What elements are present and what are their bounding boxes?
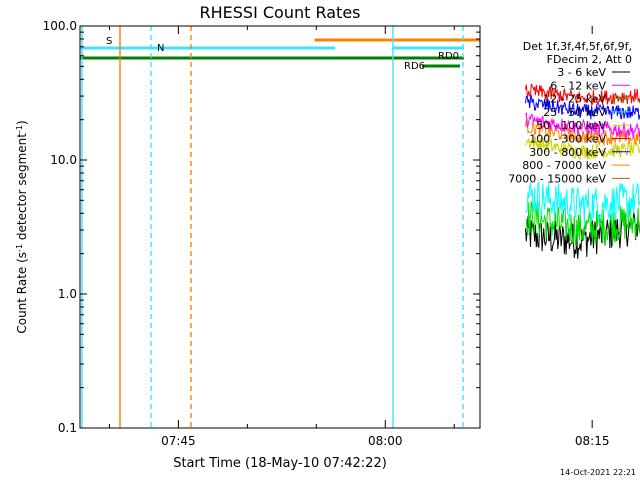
- series-line-5: [525, 83, 640, 107]
- legend-header-line1: Det 1f,3f,4f,5f,6f,9f,: [523, 40, 632, 53]
- axes: 100.010.01.00.107:4508:0008:1508:3008:45…: [43, 19, 610, 448]
- legend-entry-label: 100 - 300 keV: [529, 133, 606, 146]
- series-line-6: [525, 94, 640, 120]
- legend-entry-label: 6 - 12 keV: [550, 79, 606, 92]
- legend: Det 1f,3f,4f,5f,6f,9f,FDecim 2, Att 03 -…: [508, 40, 632, 185]
- y-tick-label: 0.1: [58, 421, 77, 435]
- legend-entry-label: 50 - 100 keV: [536, 119, 606, 132]
- y-axis-label-sup2: -1: [15, 125, 24, 133]
- footer-timestamp: 14-Oct-2021 22:21: [560, 468, 636, 477]
- y-axis-label: Count Rate (s-1 detector segment-1): [15, 120, 30, 333]
- legend-header-line2: FDecim 2, Att 0: [547, 53, 632, 66]
- legend-entry-label: 3 - 6 keV: [557, 66, 606, 79]
- y-tick-label: 100.0: [43, 19, 77, 33]
- event-label-s: S: [106, 36, 112, 47]
- y-tick-label: 1.0: [58, 287, 77, 301]
- event-label-rd6: RD6: [404, 61, 425, 72]
- y-axis-label-pre: Count Rate (s: [15, 252, 29, 334]
- y-tick-label: 10.0: [50, 153, 77, 167]
- series-line-0: [525, 210, 640, 259]
- x-tick-label: 07:45: [161, 434, 196, 448]
- series-line-3: [525, 181, 640, 223]
- legend-entry-label: 12 - 25 keV: [543, 93, 606, 106]
- series-line-1: [525, 112, 640, 139]
- plot-frame: [79, 25, 481, 429]
- legend-entry-label: 25 - 50 keV: [543, 106, 606, 119]
- series-line-4: [525, 136, 640, 160]
- x-tick-label: 08:00: [368, 434, 403, 448]
- legend-entry-label: 300 - 800 keV: [529, 146, 606, 159]
- plot-area: S N RD0 RD6: [80, 26, 640, 428]
- series-line-7: [525, 118, 640, 147]
- y-axis-label-sup: -1: [15, 244, 24, 252]
- y-axis-label-mid: detector segment: [15, 133, 29, 244]
- legend-entry-label: 800 - 7000 keV: [522, 159, 606, 172]
- chart-title: RHESSI Count Rates: [200, 3, 361, 22]
- event-label-rd0: RD0: [438, 51, 459, 62]
- legend-entry-label: 7000 - 15000 keV: [508, 172, 606, 185]
- y-axis-label-post: ): [15, 120, 29, 125]
- event-label-n: N: [157, 43, 164, 54]
- series-line-2: [525, 201, 640, 248]
- x-tick-label: 08:15: [575, 434, 610, 448]
- x-axis-label: Start Time (18-May-10 07:42:22): [173, 456, 387, 471]
